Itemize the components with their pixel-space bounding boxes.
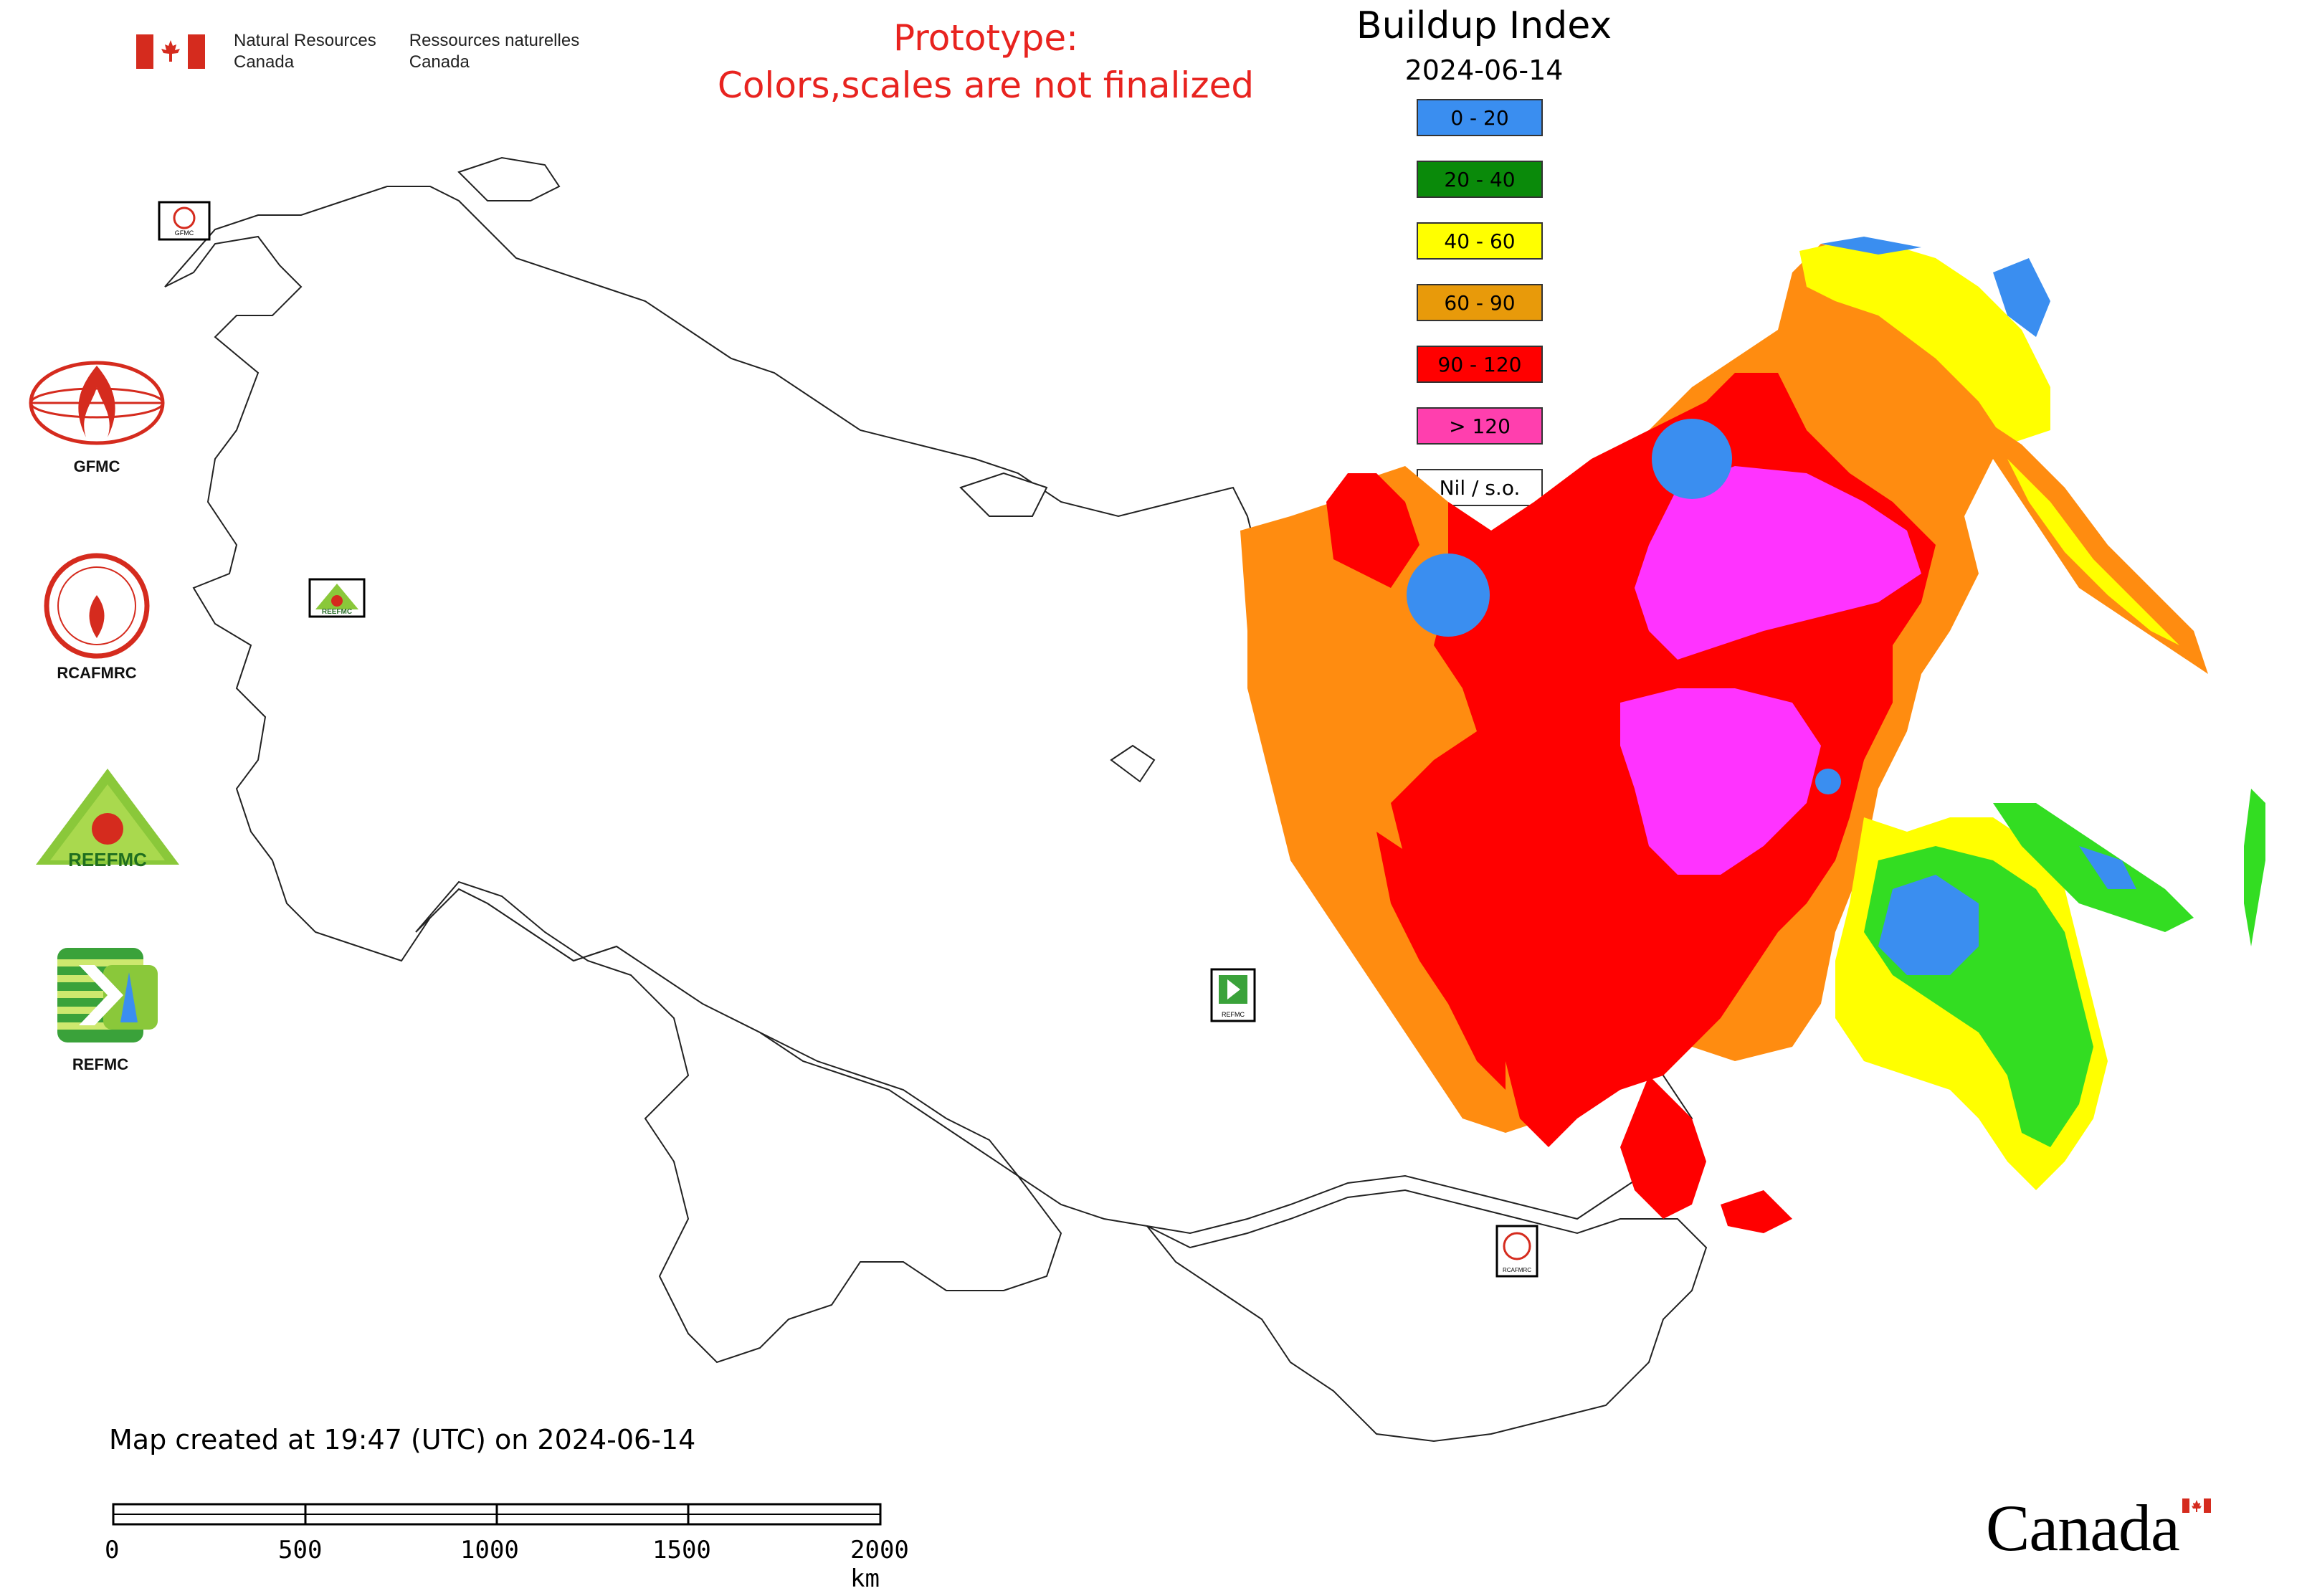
rcafmrc-label: RCAFMRC bbox=[57, 664, 137, 682]
rcafmrc-logo: RCAFMRC bbox=[29, 552, 165, 683]
svg-text:REFMC: REFMC bbox=[1222, 1011, 1245, 1018]
refmc-label: REFMC bbox=[72, 1055, 129, 1073]
scale-bar: 0 500 1000 1500 2000 km bbox=[105, 1503, 909, 1593]
map-date: 2024-06-14 bbox=[1404, 54, 1564, 86]
legend-item-nil: Nil / s.o. bbox=[1417, 469, 1543, 506]
buildup-fill bbox=[1240, 237, 2265, 1233]
gfmc-marker-icon: GFMC bbox=[158, 201, 211, 241]
map-title: Buildup Index bbox=[1356, 4, 1612, 47]
legend-item-20-40: 20 - 40 bbox=[1417, 161, 1543, 198]
legend: 0 - 20 20 - 40 40 - 60 60 - 90 90 - 120 … bbox=[1417, 99, 1543, 531]
rcafmrc-marker-icon: RCAFMRC bbox=[1495, 1225, 1538, 1278]
department-name-fr: Ressources naturelles Canada bbox=[409, 31, 580, 72]
svg-text:REEFMC: REEFMC bbox=[322, 608, 352, 616]
legend-item-60-90: 60 - 90 bbox=[1417, 284, 1543, 321]
map-created-text: Map created at 19:47 (UTC) on 2024-06-14 bbox=[109, 1424, 696, 1455]
scale-tick-0: 0 bbox=[105, 1536, 120, 1564]
gfmc-logo-icon bbox=[29, 361, 165, 445]
canada-flag-icon bbox=[136, 34, 205, 69]
legend-item-90-120: 90 - 120 bbox=[1417, 346, 1543, 383]
legend-item-over-120: > 120 bbox=[1417, 407, 1543, 445]
svg-text:GFMC: GFMC bbox=[175, 229, 194, 237]
reefmc-marker-icon: REEFMC bbox=[308, 578, 366, 618]
gfmc-logo: GFMC bbox=[29, 358, 165, 476]
refmc-marker-icon: REFMC bbox=[1210, 968, 1256, 1022]
scale-bar-graphic bbox=[112, 1503, 882, 1526]
reefmc-logo: REEFMC bbox=[29, 764, 186, 875]
department-name-en: Natural Resources Canada bbox=[234, 31, 376, 72]
canada-wordmark-flag-icon bbox=[2182, 1498, 2211, 1513]
scale-tick-2000-km: 2000 km bbox=[850, 1536, 909, 1593]
prototype-notice: Prototype: Colors,scales are not finaliz… bbox=[717, 17, 1255, 106]
scale-tick-500: 500 bbox=[278, 1536, 323, 1564]
reefmc-logo-icon: REEFMC bbox=[36, 769, 179, 870]
refmc-logo-icon bbox=[57, 948, 158, 1042]
svg-text:REEFMC: REEFMC bbox=[68, 849, 147, 870]
country-outlines bbox=[164, 156, 1708, 1443]
rcafmrc-logo-icon bbox=[44, 553, 150, 659]
scale-tick-1000: 1000 bbox=[460, 1536, 519, 1564]
nrcan-wordmark: Natural Resources Canada Ressources natu… bbox=[136, 30, 579, 73]
legend-item-40-60: 40 - 60 bbox=[1417, 222, 1543, 260]
gfmc-label: GFMC bbox=[73, 457, 120, 475]
svg-text:RCAFMRC: RCAFMRC bbox=[1503, 1267, 1531, 1273]
refmc-logo: REFMC bbox=[29, 944, 172, 1074]
canada-wordmark: Canada bbox=[1986, 1491, 2180, 1564]
scale-tick-1500: 1500 bbox=[652, 1536, 711, 1564]
legend-item-0-20: 0 - 20 bbox=[1417, 99, 1543, 136]
